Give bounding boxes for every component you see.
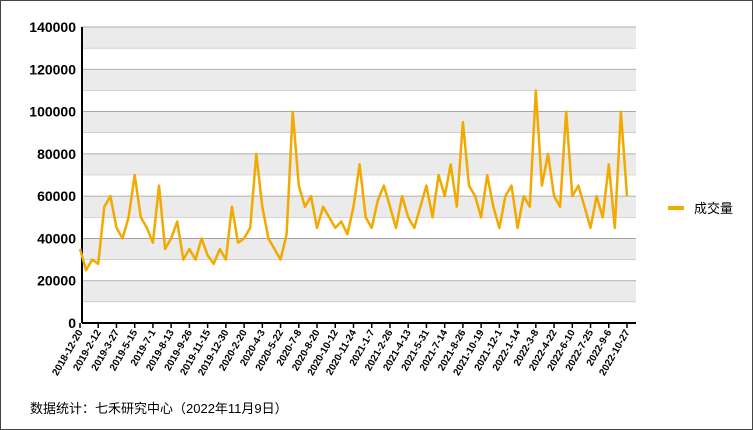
y-tick-label: 80000 — [37, 146, 76, 162]
y-tick-label: 40000 — [37, 230, 76, 246]
grid-band — [82, 238, 636, 260]
y-tick-label: 100000 — [29, 104, 76, 120]
legend-label: 成交量 — [694, 201, 733, 216]
grid-band — [82, 69, 636, 91]
y-tick-label: 0 — [68, 315, 76, 331]
y-tick-label: 60000 — [37, 188, 76, 204]
grid-band — [82, 111, 636, 133]
y-tick-label: 20000 — [37, 273, 76, 289]
y-tick-label: 140000 — [29, 19, 76, 35]
grid-band — [82, 280, 636, 302]
grid-band — [82, 196, 636, 218]
data-line — [78, 89, 629, 272]
source-note: 数据统计：七禾研究中心（2022年11月9日） — [30, 401, 288, 416]
grid-band — [82, 27, 636, 49]
y-tick-label: 120000 — [29, 61, 76, 77]
